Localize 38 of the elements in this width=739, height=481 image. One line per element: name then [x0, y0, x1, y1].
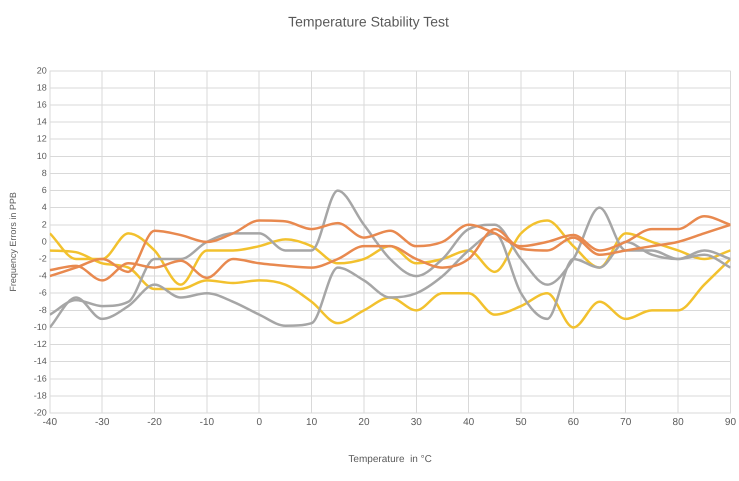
x-tick-label: -30: [94, 416, 110, 428]
x-axis-title: Temperature in °C: [348, 454, 432, 465]
x-tick-label: 20: [358, 416, 370, 428]
y-tick-label: 8: [42, 168, 47, 178]
x-tick-label: 60: [568, 416, 580, 428]
y-tick-label: 16: [36, 100, 47, 110]
x-tick-label: -20: [147, 416, 162, 428]
y-tick-label: 14: [36, 116, 47, 127]
x-tick-label: 80: [672, 416, 684, 428]
y-tick-label: -16: [34, 373, 47, 384]
y-tick-label: -2: [38, 253, 47, 264]
x-tick-label: 50: [515, 416, 528, 428]
x-tick-label: -10: [200, 416, 215, 428]
x-tick-label: 0: [256, 416, 262, 428]
y-tick-label: -4: [38, 270, 47, 281]
y-tick-label: -8: [38, 304, 47, 315]
y-tick-label: -20: [34, 407, 47, 418]
y-tick-label: -12: [34, 339, 47, 350]
y-tick-label: 4: [42, 202, 47, 212]
x-tick-label: 10: [306, 416, 318, 428]
y-tick-label: 10: [36, 150, 47, 161]
y-tick-label: -6: [38, 288, 47, 298]
y-tick-label: -10: [34, 322, 47, 332]
x-tick-label: 70: [620, 416, 632, 428]
y-tick-label: 20: [36, 65, 47, 76]
y-tick-label: 2: [42, 219, 47, 230]
y-tick-label: 6: [42, 185, 47, 196]
x-tick-label: -40: [42, 416, 58, 428]
y-tick-label: 0: [42, 236, 47, 246]
y-axis-title: Frequency Errors in PPB: [8, 192, 18, 292]
y-tick-label: -14: [34, 356, 47, 366]
x-tick-label: 40: [463, 416, 475, 428]
chart-title: Temperature Stability Test: [288, 13, 450, 30]
x-tick-label: 90: [724, 416, 736, 428]
y-tick-label: 18: [36, 82, 47, 92]
x-tick-label: 30: [410, 416, 422, 428]
y-tick-label: -18: [34, 390, 47, 400]
y-tick-label: 12: [36, 134, 47, 144]
